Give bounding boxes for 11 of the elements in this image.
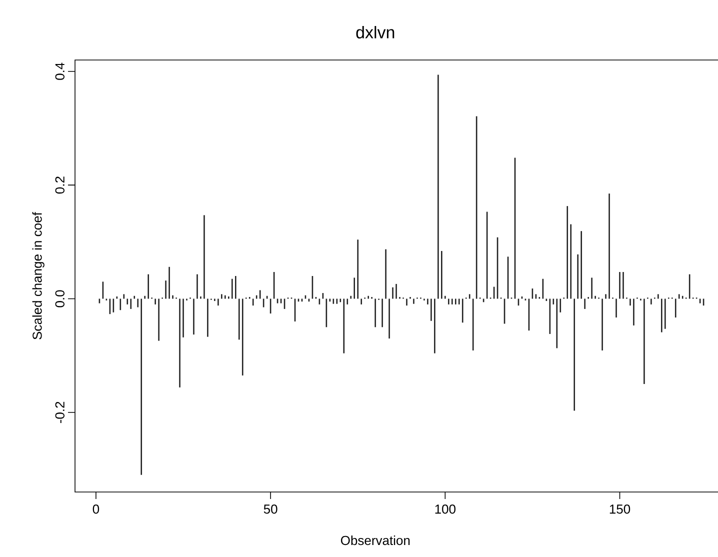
x-tick-label: 150 xyxy=(610,504,630,514)
x-tick-label: 50 xyxy=(264,504,278,514)
x-tick-label: 0 xyxy=(92,504,100,514)
chart-title: dxlvn xyxy=(356,26,394,38)
y-tick-label: -0.2 xyxy=(55,402,64,424)
y-tick-label: 0.4 xyxy=(55,62,64,80)
x-tick-label: 100 xyxy=(435,504,456,514)
x-axis-title: Observation xyxy=(340,536,410,546)
y-axis-title: Scaled change in coef xyxy=(32,212,44,340)
y-tick-label: 0.0 xyxy=(55,290,64,308)
y-tick-label: 0.2 xyxy=(55,176,64,194)
